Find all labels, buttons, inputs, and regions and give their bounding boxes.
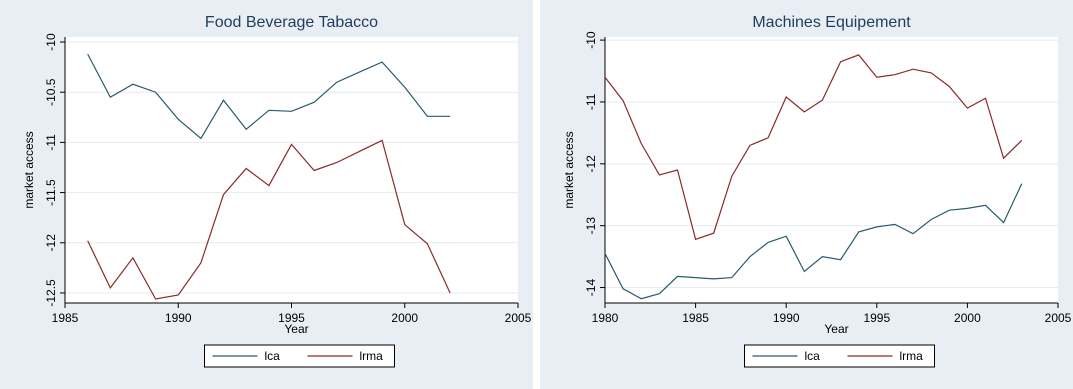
x-tick-label: 1995 bbox=[863, 311, 890, 325]
x-axis-label: Year bbox=[824, 322, 848, 336]
series-line-lrma bbox=[87, 139, 451, 300]
chart-title: Food Beverage Tabacco bbox=[205, 14, 378, 31]
series-line-lrma bbox=[604, 54, 1023, 241]
x-tick-label: 2000 bbox=[391, 311, 418, 325]
x-tick-label: 1990 bbox=[165, 311, 192, 325]
y-tick-label: -11 bbox=[584, 93, 598, 110]
chart-svg-machines-equipement: Machines Equipement -10 -11 -12 -13 -14 1980 19… bbox=[562, 14, 1072, 368]
chart-panel-machines-equipement: Machines Equipement -10 -11 -12 -13 -14 1980 19… bbox=[540, 0, 1073, 389]
series-line-lca bbox=[87, 53, 451, 140]
chart-svg-food-beverage-tabacco: Food Beverage Tabacco -10 -10.5 -11 -11.5 -12… bbox=[22, 14, 532, 368]
chart-title: Machines Equipement bbox=[752, 14, 911, 31]
x-tick-label: 1995 bbox=[278, 311, 305, 325]
plot-area bbox=[605, 37, 1058, 303]
y-tick-label: -11 bbox=[44, 134, 58, 151]
y-axis-label: market access bbox=[562, 131, 576, 208]
y-tick-label: -12 bbox=[584, 155, 598, 173]
x-tick-label: 2000 bbox=[954, 311, 981, 325]
x-tick-label: 1985 bbox=[52, 311, 79, 325]
legend-box bbox=[744, 344, 935, 368]
y-tick-label: -12 bbox=[44, 234, 58, 252]
x-tick-label: 2005 bbox=[1045, 311, 1072, 325]
x-tick-label: 1980 bbox=[592, 311, 619, 325]
y-tick-label: -11.5 bbox=[44, 179, 58, 206]
y-tick-label: -10 bbox=[584, 31, 598, 49]
plot-area bbox=[65, 37, 518, 303]
chart-panel-food-beverage-tabacco: Food Beverage Tabacco -10 -10.5 -11 -11.5 -12… bbox=[0, 0, 533, 389]
y-tick-label: -14 bbox=[584, 279, 598, 297]
y-tick-label: -10.5 bbox=[44, 78, 58, 106]
legend-label-lrma: lrma bbox=[360, 349, 384, 363]
y-tick-label: -10 bbox=[44, 33, 58, 51]
series-line-lca bbox=[604, 183, 1023, 300]
y-tick-label: -13 bbox=[584, 217, 598, 235]
x-tick-label: 1990 bbox=[773, 311, 800, 325]
legend-box bbox=[204, 344, 395, 368]
legend-label-lrma: lrma bbox=[900, 349, 924, 363]
x-tick-label: 1985 bbox=[682, 311, 709, 325]
y-axis-label: market access bbox=[22, 131, 36, 208]
x-axis-label: Year bbox=[284, 322, 308, 336]
legend-label-lca: lca bbox=[265, 349, 281, 363]
y-tick-label: -12.5 bbox=[44, 279, 58, 307]
legend-label-lca: lca bbox=[805, 349, 821, 363]
x-tick-label: 2005 bbox=[505, 311, 532, 325]
